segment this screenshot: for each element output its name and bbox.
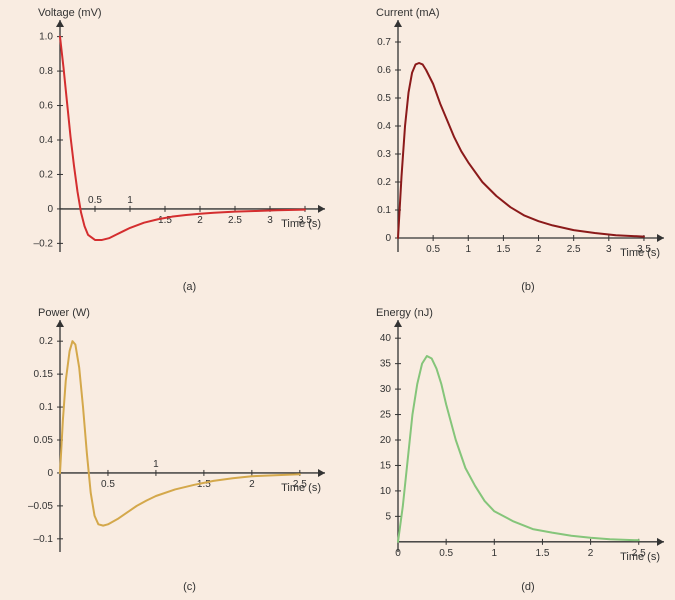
y-tick-label: 1.0 xyxy=(39,32,53,43)
y-tick-label: –0.2 xyxy=(34,238,54,249)
chart-grid: Voltage (mV)0.511.522.533.5Time (s)–0.20… xyxy=(0,0,675,600)
y-axis-label: Energy (nJ) xyxy=(376,307,433,319)
y-tick-label: –0.05 xyxy=(28,501,53,512)
x-tick-label: 2 xyxy=(535,244,541,255)
y-tick-label: 0 xyxy=(47,204,53,215)
panel-label: (b) xyxy=(521,281,534,293)
x-tick-label: 2 xyxy=(249,479,255,490)
x-tick-label: 1 xyxy=(491,548,497,559)
y-tick-label: 0 xyxy=(47,468,53,479)
x-tick-label: 0 xyxy=(395,548,401,559)
panel-c: Power (W)0.511.522.5Time (s)–0.1–0.0500.… xyxy=(0,300,338,600)
x-tick-label: 1 xyxy=(153,459,159,470)
x-tick-label: 3 xyxy=(267,215,273,226)
x-tick-label: 1.5 xyxy=(496,244,510,255)
data-line xyxy=(398,63,644,238)
x-tick-label: 2.5 xyxy=(566,244,580,255)
y-tick-label: 0.1 xyxy=(39,402,53,413)
panel-a: Voltage (mV)0.511.522.533.5Time (s)–0.20… xyxy=(0,0,338,300)
panel-b: Current (mA)0.511.522.533.5Time (s)00.10… xyxy=(338,0,675,300)
y-tick-label: 0.6 xyxy=(377,65,391,76)
y-tick-label: 5 xyxy=(385,511,391,522)
x-axis-label: Time (s) xyxy=(281,482,321,494)
y-tick-label: 0.8 xyxy=(39,66,53,77)
y-tick-label: 30 xyxy=(379,384,391,395)
y-axis-arrow xyxy=(56,20,64,27)
y-tick-label: 0.15 xyxy=(34,369,54,380)
y-tick-label: 0.3 xyxy=(377,149,391,160)
x-axis-label: Time (s) xyxy=(281,218,321,230)
x-tick-label: 2.5 xyxy=(228,215,242,226)
y-tick-label: 0.2 xyxy=(39,169,53,180)
y-tick-label: 0.2 xyxy=(377,177,391,188)
panel-label: (c) xyxy=(183,581,196,593)
y-tick-label: 0 xyxy=(385,233,391,244)
x-tick-label: 0.5 xyxy=(101,479,115,490)
x-tick-label: 3 xyxy=(606,244,612,255)
y-axis-arrow xyxy=(56,320,64,327)
x-tick-label: 2 xyxy=(197,215,203,226)
x-tick-label: 1.5 xyxy=(535,548,549,559)
y-tick-label: 10 xyxy=(379,486,391,497)
y-tick-label: 35 xyxy=(379,359,391,370)
y-tick-label: –0.1 xyxy=(34,534,54,545)
x-axis-arrow xyxy=(657,234,664,242)
y-tick-label: 0.2 xyxy=(39,336,53,347)
y-axis-label: Power (W) xyxy=(38,307,90,319)
y-tick-label: 0.6 xyxy=(39,101,53,112)
y-tick-label: 40 xyxy=(379,333,391,344)
x-tick-label: 0.5 xyxy=(426,244,440,255)
x-tick-label: 1 xyxy=(465,244,471,255)
y-tick-label: 0.1 xyxy=(377,205,391,216)
x-tick-label: 0.5 xyxy=(439,548,453,559)
y-axis-arrow xyxy=(394,20,402,27)
panel-label: (a) xyxy=(183,281,196,293)
y-tick-label: 20 xyxy=(379,435,391,446)
y-tick-label: 25 xyxy=(379,410,391,421)
x-tick-label: 0.5 xyxy=(88,195,102,206)
data-line xyxy=(60,341,300,525)
y-axis-label: Voltage (mV) xyxy=(38,7,102,19)
y-tick-label: 0.4 xyxy=(39,135,53,146)
y-axis-label: Current (mA) xyxy=(376,7,440,19)
x-axis-arrow xyxy=(657,538,664,546)
y-tick-label: 15 xyxy=(379,460,391,471)
y-tick-label: 0.7 xyxy=(377,37,391,48)
x-axis-arrow xyxy=(318,205,325,213)
panel-d: Energy (nJ)00.511.522.5Time (s)510152025… xyxy=(338,300,675,600)
x-axis-label: Time (s) xyxy=(620,551,660,563)
x-tick-label: 2 xyxy=(587,548,593,559)
data-line xyxy=(398,356,639,542)
x-axis-label: Time (s) xyxy=(620,247,660,259)
y-tick-label: 0.05 xyxy=(34,435,54,446)
y-tick-label: 0.5 xyxy=(377,93,391,104)
panel-label: (d) xyxy=(521,581,534,593)
y-axis-arrow xyxy=(394,320,402,327)
x-axis-arrow xyxy=(318,469,325,477)
y-tick-label: 0.4 xyxy=(377,121,391,132)
x-tick-label: 1 xyxy=(127,195,133,206)
